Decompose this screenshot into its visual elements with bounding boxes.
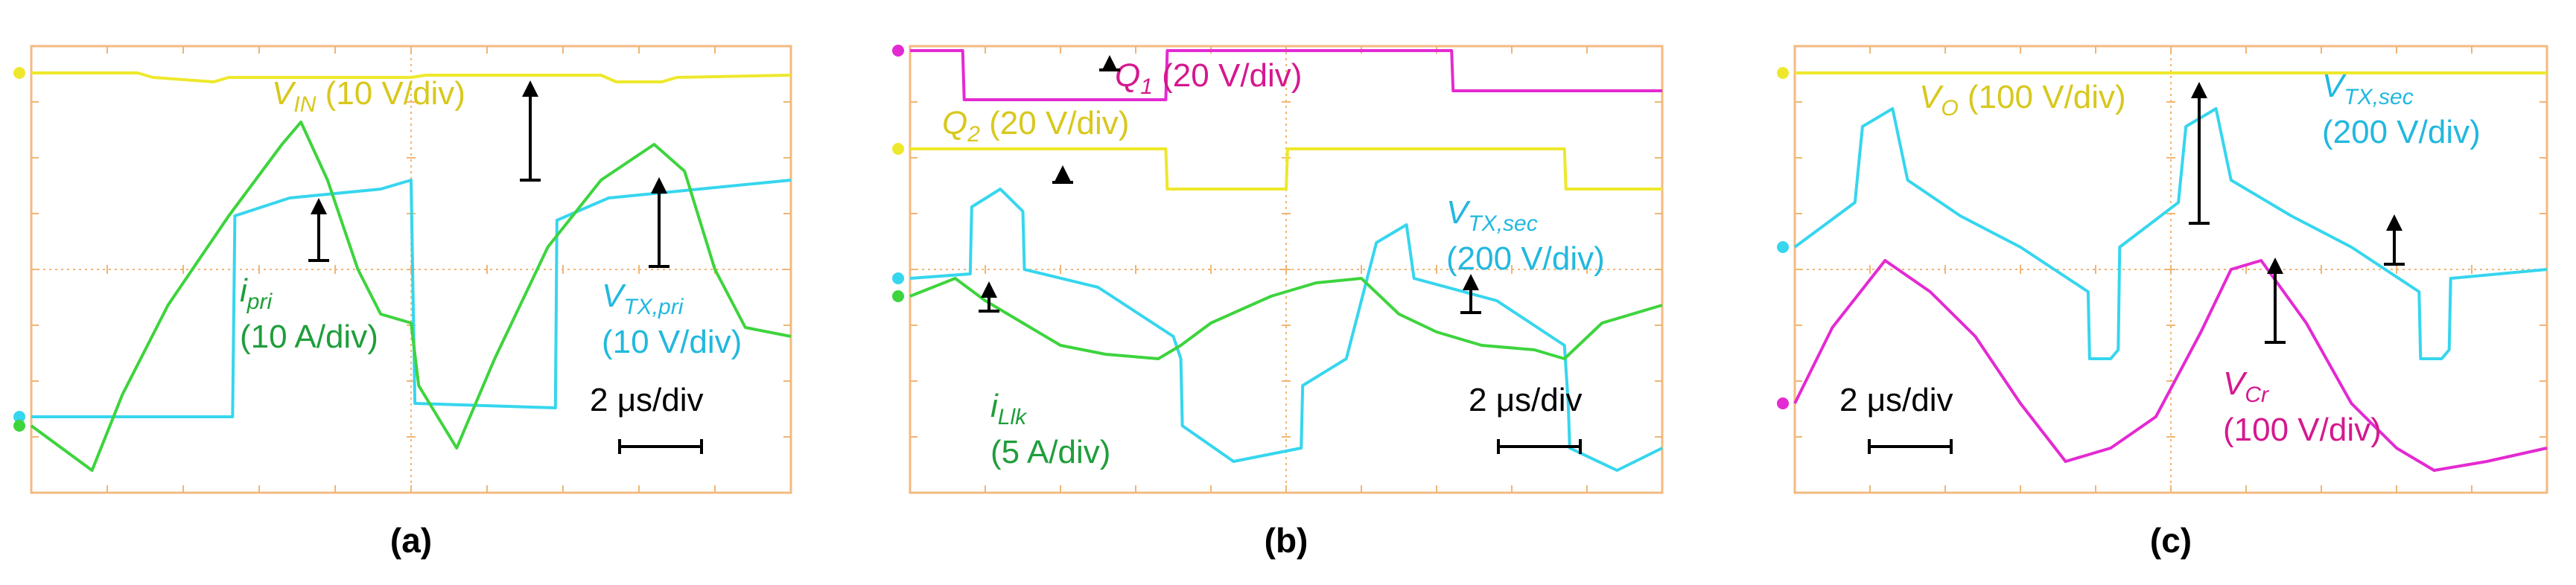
series-symbol: i [240, 272, 248, 309]
series-label: VTX,pri (10 V/div) [602, 278, 742, 360]
series-label: Q2 (20 V/div) [942, 105, 1129, 147]
series-unit: (5 A/div) [990, 434, 1110, 470]
channel-marker [892, 143, 904, 155]
series-subscript: Cr [2245, 383, 2269, 407]
series-subscript: O [1941, 96, 1958, 121]
channel-marker [1777, 67, 1789, 79]
series-unit: (20 V/div) [980, 105, 1130, 141]
channel-marker [892, 290, 904, 302]
annotation-arrow [1052, 165, 1073, 184]
series-unit: (10 A/div) [240, 319, 378, 355]
annotation-arrow [2384, 214, 2405, 266]
series-symbol: Q [1115, 57, 1140, 94]
panel-caption: (b) [1265, 521, 1308, 560]
series-symbol: V [2322, 68, 2347, 104]
series-subscript: Llk [998, 405, 1028, 429]
series-subscript: TX,sec [2344, 85, 2413, 109]
series-label: VTX,sec (200 V/div) [1446, 194, 1605, 277]
trace-cyan [1793, 107, 2548, 360]
panel-c: VO (100 V/div) VTX,sec (200 V/div)VCr (100 … [1777, 45, 2548, 560]
series-unit: (10 V/div) [602, 324, 742, 360]
panel-caption: (c) [2150, 521, 2192, 560]
channel-marker [13, 411, 25, 423]
series-label: VO (100 V/div) [1919, 79, 2126, 121]
annotation-arrow [1099, 55, 1120, 71]
trace-cyan [31, 179, 792, 418]
series-label: VTX,sec (200 V/div) [2322, 68, 2481, 150]
trace-cyan [909, 188, 1663, 472]
series-label: iLlk (5 A/div) [990, 388, 1110, 470]
trace-yellow [910, 147, 1662, 191]
panel-a: VIN (10 V/div)ipri (10 A/div)VTX,pri (10 V… [13, 45, 792, 560]
series-unit: (10 V/div) [316, 75, 465, 112]
annotation-arrow [1460, 274, 1481, 314]
series-unit: (200 V/div) [2322, 114, 2481, 150]
series-label: VIN (10 V/div) [272, 75, 465, 117]
panel-caption: (a) [390, 521, 432, 560]
time-scale-label: 2 μs/div [1839, 382, 1953, 418]
annotation-arrow [308, 198, 329, 262]
series-subscript: TX,sec [1468, 211, 1537, 236]
channel-marker [892, 272, 904, 284]
series-label: Q1 (20 V/div) [1115, 57, 1302, 99]
trace-yellow [31, 71, 792, 83]
time-scale-label: 2 μs/div [590, 382, 704, 418]
series-symbol: i [990, 388, 999, 424]
series-subscript: TX,pri [623, 295, 684, 319]
series-subscript: 1 [1140, 74, 1153, 99]
channel-marker [892, 45, 904, 57]
series-subscript: 2 [967, 122, 980, 147]
annotation-arrow [2265, 258, 2286, 344]
channel-marker [1777, 397, 1789, 409]
series-unit: (100 V/div) [1959, 79, 2126, 115]
channel-marker [13, 420, 25, 432]
series-symbol: V [1446, 194, 1471, 231]
series-symbol: V [602, 278, 626, 314]
annotation-arrow [520, 80, 541, 182]
series-symbol: V [272, 75, 296, 112]
series-subscript: IN [293, 92, 316, 117]
series-unit: (200 V/div) [1446, 240, 1605, 277]
series-unit: (20 V/div) [1153, 57, 1303, 94]
annotation-arrow [649, 177, 670, 268]
channel-marker [1777, 241, 1789, 253]
trace-green [909, 277, 1663, 360]
series-label: VCr (100 V/div) [2223, 365, 2382, 448]
annotation-arrow [2189, 82, 2210, 225]
series-symbol: Q [942, 105, 967, 141]
trace-magenta [1793, 259, 2548, 472]
annotation-arrow [979, 281, 999, 313]
series-symbol: V [2223, 365, 2248, 402]
time-scale-label: 2 μs/div [1469, 382, 1583, 418]
series-label: ipri (10 A/div) [240, 272, 378, 355]
channel-marker [13, 67, 25, 79]
panel-b: Q1 (20 V/div)Q2 (20 V/div)VTX,sec (200 V/… [892, 45, 1664, 560]
trace-green [30, 121, 792, 472]
series-subscript: pri [247, 290, 273, 314]
series-symbol: V [1919, 79, 1944, 115]
series-unit: (100 V/div) [2223, 412, 2382, 448]
trace-magenta [910, 49, 1662, 101]
